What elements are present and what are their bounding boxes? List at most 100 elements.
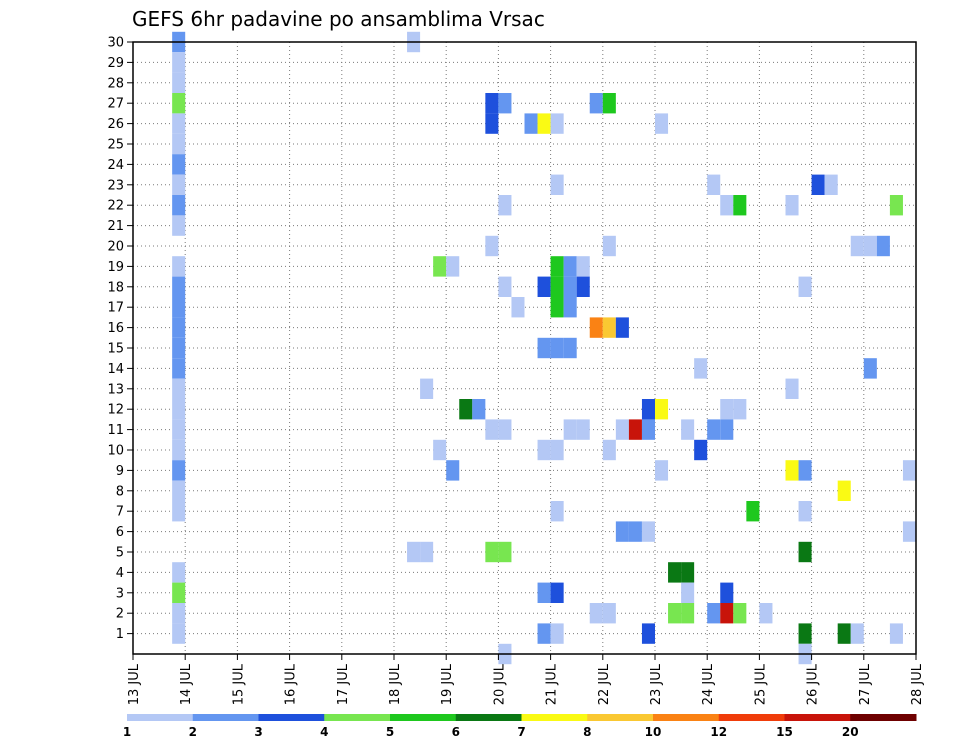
colorbar-label: 10 [645,725,662,739]
heatmap-cell [602,235,616,257]
heatmap-cell [785,378,799,399]
heatmap-cell [537,582,551,603]
y-tick-label: 26 [107,117,124,132]
heatmap-cell [733,195,747,216]
heatmap-cell [681,562,695,583]
heatmap-cell [655,113,669,134]
heatmap-cell [876,235,890,257]
heatmap-cell [889,623,903,644]
heatmap-cell [420,378,434,399]
y-tick-label: 5 [116,546,124,561]
heatmap-cell [902,460,916,481]
colorbar-segment [850,714,917,721]
y-tick-label: 6 [116,525,124,540]
colorbar-segment [127,714,194,721]
heatmap-cell [172,603,186,624]
x-tick-label: 23 JUL [649,663,664,705]
y-tick-label: 2 [116,607,124,622]
heatmap-cell [511,297,525,318]
x-tick-label: 18 JUL [388,663,403,705]
heatmap-cell [498,195,512,216]
heatmap-cell [537,623,551,644]
heatmap-cell [172,174,186,195]
heatmap-cell [485,541,499,563]
heatmap-cell [655,460,669,481]
heatmap-cell [433,256,447,277]
heatmap-cell [537,439,551,461]
heatmap-cell [694,358,708,379]
y-tick-label: 19 [107,260,124,275]
y-tick-label: 25 [107,138,124,153]
colorbar-segment [192,714,259,721]
heatmap-cell [172,337,186,359]
colorbar-label: 15 [776,725,793,739]
heatmap-cell [563,419,577,440]
x-tick-label: 27 JUL [858,663,873,705]
heatmap-cell [707,603,721,624]
heatmap-cell [720,419,734,440]
heatmap-cell [694,439,708,461]
heatmap-cell [172,256,186,277]
heatmap-cell [550,174,564,195]
x-tick-label: 21 JUL [545,663,560,705]
heatmap-cell [563,276,577,297]
y-tick-label: 24 [107,158,124,173]
heatmap-cell [172,133,186,155]
heatmap-cell [615,419,629,440]
x-tick-label: 17 JUL [336,663,351,705]
colorbar-segment [653,714,720,721]
y-tick-label: 20 [107,240,124,255]
colorbar-segment [587,714,654,721]
heatmap-cell [811,174,825,195]
heatmap-cell [537,113,551,134]
heatmap-cell [563,297,577,318]
heatmap-cell [589,317,603,338]
y-tick-label: 22 [107,199,124,214]
heatmap-cell [172,52,186,73]
heatmap-cell [641,623,655,644]
heatmap-cell [172,480,186,501]
heatmap-cell [798,460,812,481]
y-tick-label: 28 [107,76,124,91]
colorbar-label: 8 [583,725,591,739]
heatmap-cell [172,297,186,318]
y-tick-label: 15 [107,342,124,357]
heatmap-cell [576,419,590,440]
heatmap-cell [172,93,186,114]
heatmap-cell [785,460,799,481]
colorbar-segment [390,714,457,721]
heatmap-cell [681,419,695,440]
x-tick-label: 20 JUL [492,663,507,705]
heatmap-cell [563,337,577,359]
heatmap-cell [707,419,721,440]
heatmap-cell [641,521,655,542]
heatmap-cell [668,562,682,583]
heatmap-cell [172,582,186,603]
heatmap-cell [615,317,629,338]
heatmap-cell [172,399,186,420]
heatmap-cell [420,541,434,563]
chart-title: GEFS 6hr padavine po ansamblima Vrsac [132,7,545,31]
colorbar-label: 5 [386,725,394,739]
x-tick-label: 22 JUL [597,663,612,705]
y-tick-label: 11 [107,423,124,438]
heatmap-cell [550,256,564,277]
heatmap-cell [172,562,186,583]
heatmap-cell [485,93,499,114]
heatmap-cell [681,603,695,624]
heatmap-cell [446,460,460,481]
heatmap-cell [785,195,799,216]
heatmap-cell [746,501,760,522]
heatmap-cell [498,93,512,114]
heatmap-cell [172,501,186,522]
heatmap-cell [172,439,186,461]
heatmap-cell [485,113,499,134]
heatmap-cell [563,256,577,277]
heatmap-cell [889,195,903,216]
heatmap-cell [602,93,616,114]
y-tick-label: 17 [107,301,124,316]
heatmap-cell [498,419,512,440]
heatmap-cell [172,460,186,481]
heatmap-cell [733,603,747,624]
